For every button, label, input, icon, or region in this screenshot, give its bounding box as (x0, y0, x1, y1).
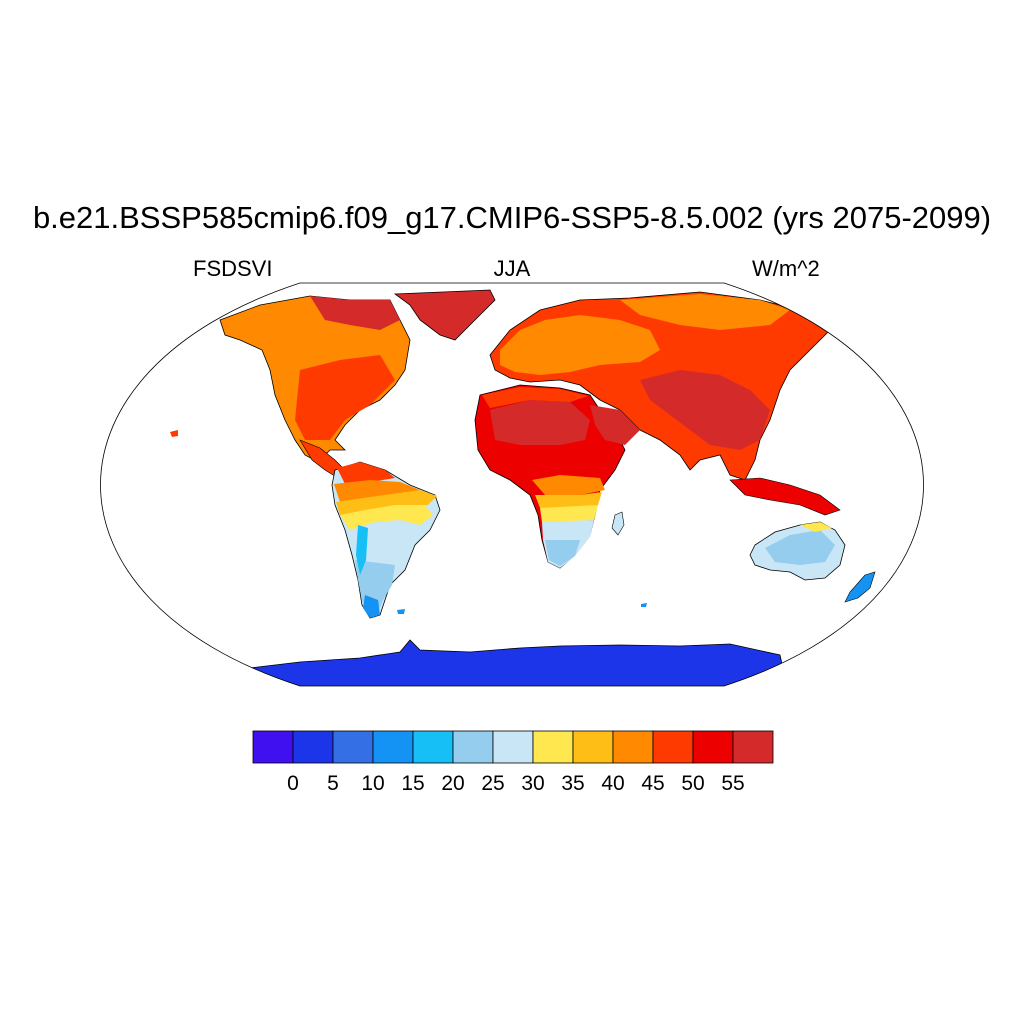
colorbar-tick-label: 55 (721, 772, 745, 795)
land-masses (170, 289, 876, 686)
colorbar-swatch (452, 730, 494, 764)
hawaii-region (170, 430, 178, 437)
africa-south-blue (545, 540, 580, 566)
colorbar-swatch (532, 730, 574, 764)
colorbar-swatch (292, 730, 334, 764)
colorbar-tick-label: 45 (641, 772, 665, 795)
middle-east-hot (590, 405, 640, 445)
globe-outline (100, 282, 924, 687)
australia-north (800, 522, 832, 532)
maritime-asia-region (729, 477, 841, 516)
africa-amber (535, 492, 602, 508)
plot-title: b.e21.BSSP585cmip6.f09_g17.CMIP6-SSP5-8.… (32, 200, 992, 235)
africa-yellow (540, 505, 598, 522)
south-america-orange (334, 480, 420, 502)
colorbar-tick-label: 10 (361, 772, 385, 795)
australia-interior (765, 530, 835, 565)
antarctica-region (239, 639, 791, 686)
colorbar-tick-label: 15 (401, 772, 425, 795)
siberia-orange (620, 294, 790, 330)
greenland-region (393, 289, 496, 341)
variable-label: FSDSVI (193, 256, 273, 281)
island-south-indian (641, 603, 647, 607)
colorbar-tick-label: 50 (681, 772, 705, 795)
south-america-amber (336, 490, 437, 515)
africa-sahara (490, 400, 590, 445)
south-america-north (337, 462, 395, 484)
south-america-andes (356, 525, 368, 575)
colorbar-swatch (612, 730, 654, 764)
colorbar-tick-label: 0 (287, 772, 299, 795)
africa-orange (532, 475, 605, 495)
colorbar-tick-label: 25 (481, 772, 505, 795)
colorbar-tick-label: 40 (601, 772, 625, 795)
south-america-tip (363, 595, 380, 618)
colorbar (252, 730, 774, 764)
north-america-east (295, 355, 395, 440)
colorbar-swatch (692, 730, 734, 764)
colorbar-tick-label: 35 (561, 772, 585, 795)
colorbar-swatch (252, 730, 294, 764)
colorbar-tick-label: 5 (327, 772, 339, 795)
new-zealand-region (844, 571, 876, 603)
colorbar-swatch (732, 730, 774, 764)
asia-hot (640, 370, 770, 450)
south-america-yellow (340, 505, 433, 530)
units-label: W/m^2 (752, 256, 820, 281)
north-america-arctic (310, 296, 400, 330)
madagascar-region (611, 511, 625, 536)
colorbar-swatch (572, 730, 614, 764)
falklands-region (397, 609, 405, 614)
colorbar-swatch (372, 730, 414, 764)
europe-orange (500, 315, 660, 375)
colorbar-tick-label: 30 (521, 772, 545, 795)
africa-north-coast (482, 387, 588, 408)
colorbar-swatch (332, 730, 374, 764)
colorbar-swatch (652, 730, 694, 764)
season-label: JJA (493, 256, 531, 281)
colorbar-swatch (412, 730, 454, 764)
colorbar-tick-label: 20 (441, 772, 465, 795)
colorbar-swatch (492, 730, 534, 764)
